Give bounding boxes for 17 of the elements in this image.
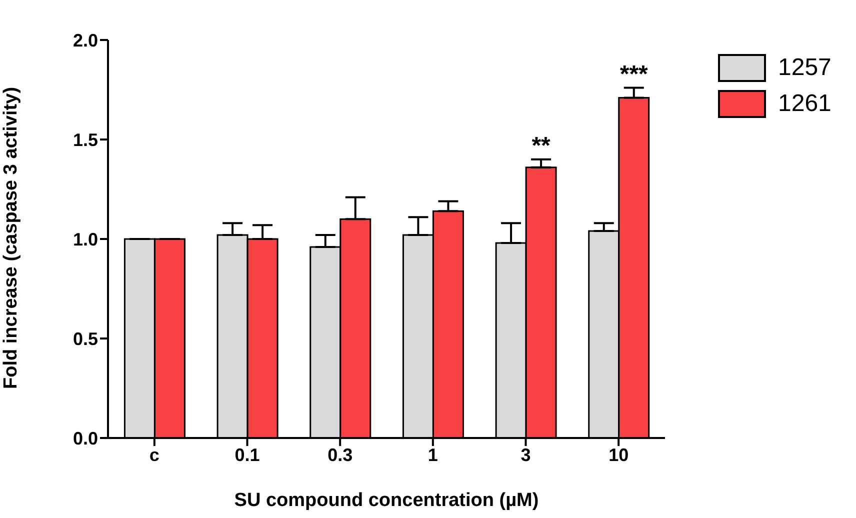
x-tick-label: 3 — [520, 444, 531, 465]
y-tick-label: 0.5 — [72, 328, 98, 349]
y-tick-label: 0.0 — [72, 428, 98, 448]
x-tick-label: 0.3 — [328, 444, 353, 465]
annotation: ** — [532, 132, 552, 160]
x-tick-label: c — [149, 444, 160, 465]
y-tick-label: 1.0 — [72, 229, 98, 250]
legend-label: 1261 — [778, 90, 832, 118]
annotation: *** — [620, 60, 649, 88]
y-tick-label: 1.5 — [72, 130, 98, 150]
y-tick-label: 2.0 — [72, 30, 98, 50]
x-axis-title: SU compound concentration (µM) — [234, 490, 539, 511]
x-tick-label: 0.1 — [234, 444, 260, 465]
legend-label: 1257 — [778, 54, 832, 82]
x-tick-label: 10 — [608, 444, 629, 465]
y-axis-title: Fold increase (caspase 3 activity) — [0, 86, 22, 389]
x-tick-label: 1 — [428, 444, 438, 465]
